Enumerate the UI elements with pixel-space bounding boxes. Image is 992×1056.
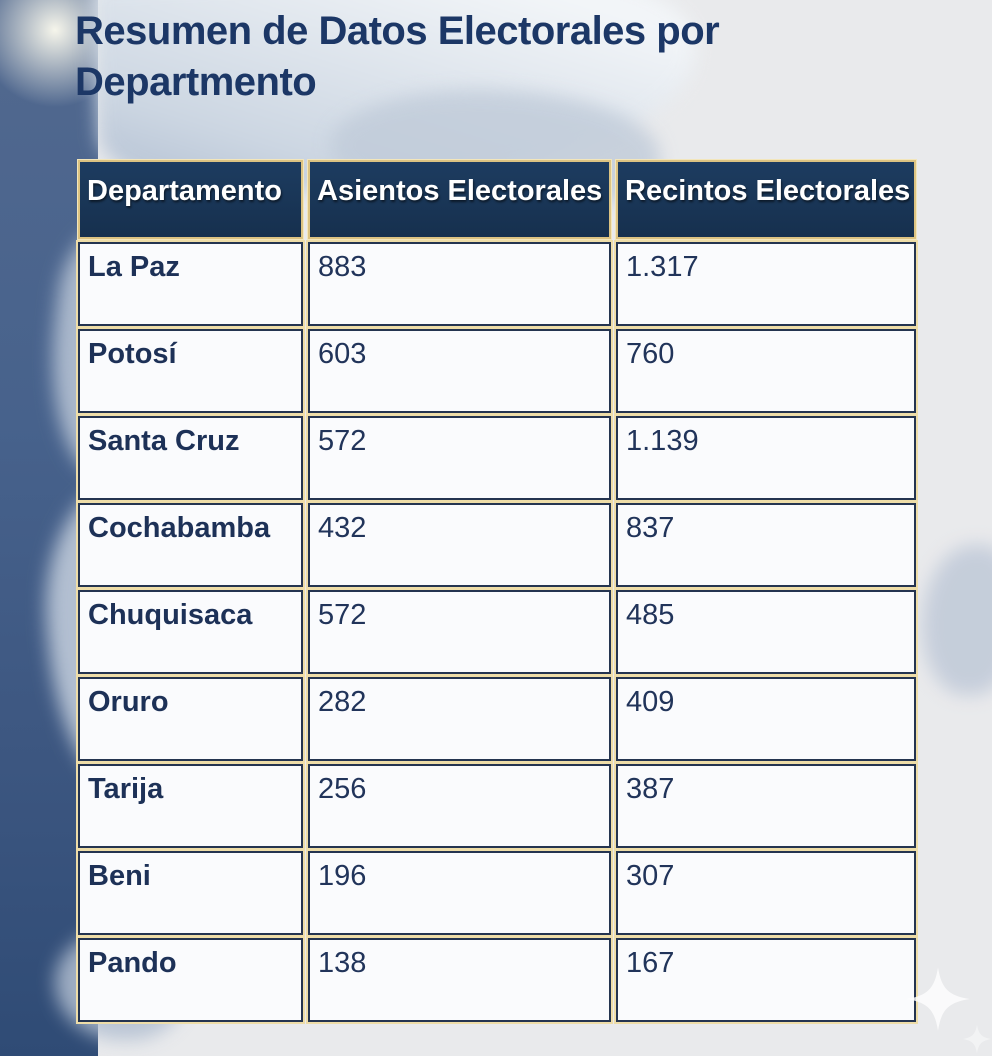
map-silhouette: [922, 545, 992, 695]
table-row: Beni 196 307: [78, 851, 917, 935]
cell-recintos: 1.139: [616, 416, 917, 500]
table-row: La Paz 883 1.317: [78, 242, 917, 326]
cell-asientos: 196: [308, 851, 611, 935]
electoral-summary-table: Departamento Asientos Electorales Recint…: [73, 157, 921, 1025]
cell-asientos: 138: [308, 938, 611, 1022]
cell-recintos: 387: [616, 764, 917, 848]
table-body: La Paz 883 1.317 Potosí 603 760 Santa Cr…: [78, 242, 917, 1022]
header-recintos-electorales: Recintos Electorales: [616, 160, 917, 239]
sparkle-icon: [906, 967, 970, 1031]
cell-departamento: Pando: [78, 938, 303, 1022]
cell-recintos: 837: [616, 503, 917, 587]
sparkle-icon: [962, 1024, 992, 1054]
cell-departamento: Cochabamba: [78, 503, 303, 587]
table-row: Santa Cruz 572 1.139: [78, 416, 917, 500]
header-departamento: Departamento: [78, 160, 303, 239]
cell-asientos: 603: [308, 329, 611, 413]
cell-recintos: 1.317: [616, 242, 917, 326]
cell-departamento: Chuquisaca: [78, 590, 303, 674]
header-asientos-electorales: Asientos Electorales: [308, 160, 611, 239]
cell-recintos: 409: [616, 677, 917, 761]
table-row: Pando 138 167: [78, 938, 917, 1022]
cell-recintos: 167: [616, 938, 917, 1022]
cell-departamento: La Paz: [78, 242, 303, 326]
cell-departamento: Potosí: [78, 329, 303, 413]
cell-asientos: 572: [308, 590, 611, 674]
cell-departamento: Tarija: [78, 764, 303, 848]
table-row: Potosí 603 760: [78, 329, 917, 413]
page-title: Resumen de Datos Electorales por Departm…: [75, 9, 720, 104]
cell-departamento: Oruro: [78, 677, 303, 761]
cell-recintos: 760: [616, 329, 917, 413]
cell-departamento: Beni: [78, 851, 303, 935]
table-header: Departamento Asientos Electorales Recint…: [78, 160, 917, 239]
table-row: Chuquisaca 572 485: [78, 590, 917, 674]
table-row: Cochabamba 432 837: [78, 503, 917, 587]
cell-asientos: 883: [308, 242, 611, 326]
cell-departamento: Santa Cruz: [78, 416, 303, 500]
cell-asientos: 572: [308, 416, 611, 500]
table-header-row: Departamento Asientos Electorales Recint…: [78, 160, 917, 239]
table-row: Oruro 282 409: [78, 677, 917, 761]
cell-asientos: 432: [308, 503, 611, 587]
cell-asientos: 256: [308, 764, 611, 848]
cell-recintos: 307: [616, 851, 917, 935]
table-row: Tarija 256 387: [78, 764, 917, 848]
cell-recintos: 485: [616, 590, 917, 674]
cell-asientos: 282: [308, 677, 611, 761]
